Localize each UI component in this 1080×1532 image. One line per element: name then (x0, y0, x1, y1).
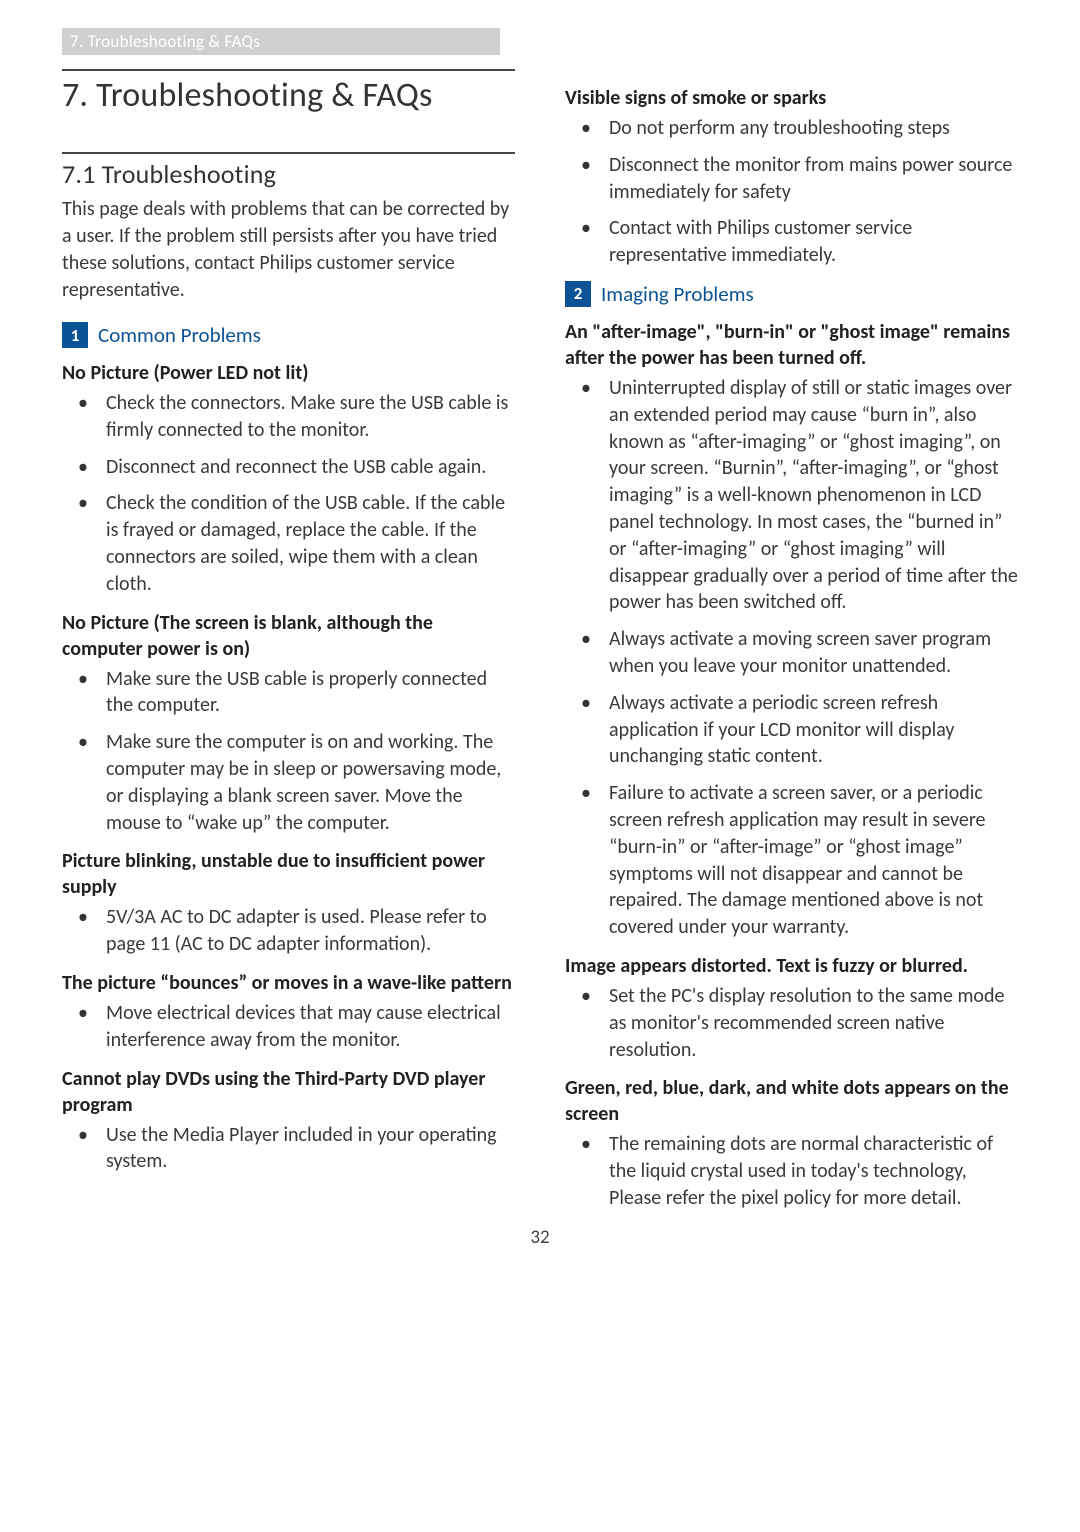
page-number: 32 (62, 1226, 1018, 1249)
chapter-rule (62, 69, 515, 71)
bullets-distorted: Set the PC's display resolution to the s… (565, 983, 1018, 1063)
heading-no-picture-blank: No Picture (The screen is blank, althoug… (62, 610, 515, 662)
imaging-problems-label: Imaging Problems (601, 281, 754, 307)
section-rule (62, 152, 515, 154)
list-item: Use the Media Player included in your op… (78, 1122, 515, 1176)
heading-blinking: Picture blinking, unstable due to insuff… (62, 848, 515, 900)
bullets-dvd: Use the Media Player included in your op… (62, 1122, 515, 1176)
page-root: 7. Troubleshooting & FAQs 7. Troubleshoo… (0, 0, 1080, 1269)
heading-distorted: Image appears distorted. Text is fuzzy o… (565, 953, 1018, 979)
list-item: Make sure the USB cable is properly conn… (78, 666, 515, 720)
heading-dots: Green, red, blue, dark, and white dots a… (565, 1075, 1018, 1127)
list-item: Check the condition of the USB cable. If… (78, 490, 515, 597)
list-item: 5V/3A AC to DC adapter is used. Please r… (78, 904, 515, 958)
number-box-1: 1 (62, 322, 88, 348)
bullets-smoke: Do not perform any troubleshooting steps… (565, 115, 1018, 269)
right-column: Visible signs of smoke or sparks Do not … (565, 61, 1018, 1222)
list-item: Contact with Philips customer service re… (581, 215, 1018, 269)
heading-afterimage: An "after-image", "burn-in" or "ghost im… (565, 319, 1018, 371)
list-item: Disconnect the monitor from mains power … (581, 152, 1018, 206)
common-problems-header: 1 Common Problems (62, 322, 515, 348)
left-column: 7. Troubleshooting & FAQs 7.1 Troublesho… (62, 61, 515, 1222)
list-item: Check the connectors. Make sure the USB … (78, 390, 515, 444)
list-item: Failure to activate a screen saver, or a… (581, 780, 1018, 941)
list-item: Always activate a moving screen saver pr… (581, 626, 1018, 680)
number-box-2: 2 (565, 281, 591, 307)
imaging-problems-header: 2 Imaging Problems (565, 281, 1018, 307)
list-item: Uninterrupted display of still or static… (581, 375, 1018, 616)
bullets-dots: The remaining dots are normal characteri… (565, 1131, 1018, 1211)
list-item: Disconnect and reconnect the USB cable a… (78, 454, 515, 481)
list-item: Set the PC's display resolution to the s… (581, 983, 1018, 1063)
bullets-no-picture-blank: Make sure the USB cable is properly conn… (62, 666, 515, 837)
chapter-band: 7. Troubleshooting & FAQs (62, 28, 500, 55)
bullets-no-picture-led: Check the connectors. Make sure the USB … (62, 390, 515, 598)
section-title: 7.1 Troubleshooting (62, 158, 515, 190)
heading-smoke: Visible signs of smoke or sparks (565, 85, 1018, 111)
heading-dvd: Cannot play DVDs using the Third-Party D… (62, 1066, 515, 1118)
two-column-layout: 7. Troubleshooting & FAQs 7.1 Troublesho… (62, 61, 1018, 1222)
chapter-title: 7. Troubleshooting & FAQs (62, 75, 515, 116)
intro-paragraph: This page deals with problems that can b… (62, 196, 515, 304)
common-problems-label: Common Problems (98, 322, 261, 348)
list-item: Move electrical devices that may cause e… (78, 1000, 515, 1054)
heading-bounces: The picture “bounces” or moves in a wave… (62, 970, 515, 996)
list-item: The remaining dots are normal characteri… (581, 1131, 1018, 1211)
bullets-bounces: Move electrical devices that may cause e… (62, 1000, 515, 1054)
list-item: Do not perform any troubleshooting steps (581, 115, 1018, 142)
heading-no-picture-led: No Picture (Power LED not lit) (62, 360, 515, 386)
list-item: Make sure the computer is on and working… (78, 729, 515, 836)
bullets-afterimage: Uninterrupted display of still or static… (565, 375, 1018, 941)
bullets-blinking: 5V/3A AC to DC adapter is used. Please r… (62, 904, 515, 958)
list-item: Always activate a periodic screen refres… (581, 690, 1018, 770)
